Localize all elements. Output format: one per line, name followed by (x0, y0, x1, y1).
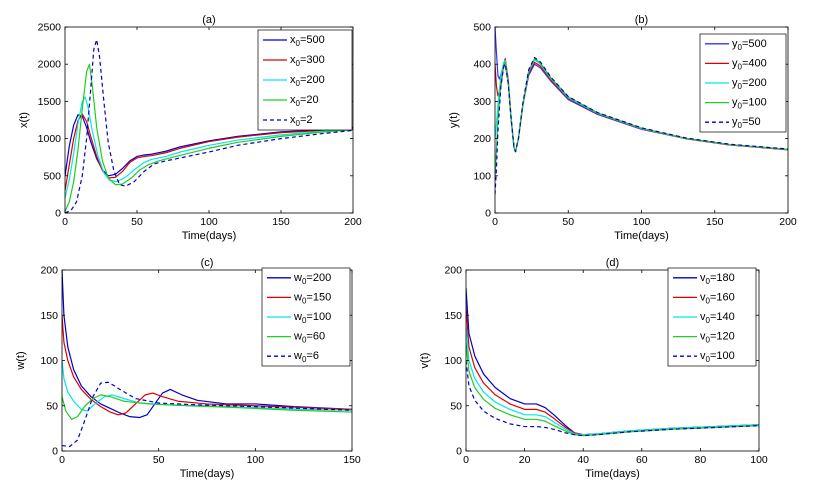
y-tick-label: 0 (52, 446, 58, 458)
series-line (466, 360, 759, 437)
x-tick-label: 50 (562, 216, 574, 228)
legend-label: v0=100 (700, 350, 735, 364)
y-tick-label: 500 (43, 170, 61, 182)
legend: w0=200 w0=150 w0=100 w0=60 w0=6 (261, 267, 351, 367)
chart-panel: (d) 0 20 40 60 80 100 0 50 100 150 200 Time(days) v(t… (419, 257, 768, 480)
y-tick-label: 200 (40, 265, 58, 277)
chart-title: (d) (606, 257, 619, 269)
legend-label: y0=50 (732, 116, 761, 130)
legend: x0=500 x0=300 x0=200 x0=20 x0=2 (257, 29, 353, 131)
series-line (65, 96, 353, 199)
y-tick-label: 100 (473, 170, 491, 182)
y-tick-label: 500 (473, 22, 491, 34)
chart-panel: (c) 0 50 100 150 0 50 100 150 200 Time(days) w(t) w0… (15, 257, 361, 480)
y-axis-label: x(t) (18, 112, 30, 128)
y-tick-label: 300 (473, 96, 491, 108)
series-line (65, 63, 353, 212)
legend-label: v0=120 (700, 331, 735, 345)
legend-label: y0=200 (732, 77, 767, 91)
series-line (62, 381, 352, 448)
y-tick-label: 0 (456, 446, 462, 458)
chart-title: (c) (201, 257, 214, 269)
legend-label: w0=100 (293, 311, 331, 325)
legend-label: v0=160 (700, 291, 735, 305)
y-axis-label: v(t) (419, 353, 431, 369)
chart-title: (a) (202, 14, 215, 26)
legend-label: v0=180 (700, 272, 735, 286)
legend-label: w0=150 (293, 291, 331, 305)
y-tick-label: 1000 (38, 133, 62, 145)
y-tick-label: 150 (444, 310, 462, 322)
y-tick-label: 200 (444, 265, 462, 277)
x-tick-label: 50 (153, 454, 165, 466)
y-tick-label: 400 (473, 59, 491, 71)
series-line (65, 113, 353, 191)
x-tick-label: 150 (706, 216, 724, 228)
legend-label: w0=60 (293, 331, 325, 345)
x-tick-label: 0 (62, 216, 68, 228)
legend-label: y0=400 (732, 57, 767, 71)
x-tick-label: 200 (344, 216, 362, 228)
x-tick-label: 100 (750, 454, 768, 466)
legend-label: w0=200 (293, 272, 331, 286)
x-tick-label: 150 (272, 216, 290, 228)
legend-label: x0=300 (290, 54, 325, 68)
x-axis-label: Time(days) (614, 230, 669, 242)
y-axis-label: w(t) (15, 351, 27, 370)
chart-panel: (a)0 50 100 150 20005001000150020002500Time(… (18, 14, 362, 242)
y-tick-label: 0 (485, 208, 491, 220)
y-tick-label: 200 (473, 133, 491, 145)
x-axis-label: Time(days) (182, 230, 237, 242)
legend-label: x0=20 (290, 94, 319, 108)
series-line (62, 315, 352, 416)
x-tick-label: 40 (577, 454, 589, 466)
x-tick-label: 100 (633, 216, 651, 228)
legend: v0=180 v0=160 v0=140 v0=120 v0=100 (667, 267, 757, 367)
x-tick-label: 0 (463, 454, 469, 466)
legend-label: w0=6 (293, 350, 319, 364)
chart-title: (b) (635, 14, 648, 26)
x-tick-label: 0 (492, 216, 498, 228)
x-tick-label: 150 (343, 454, 361, 466)
x-tick-label: 60 (636, 454, 648, 466)
x-axis-label: Time(days) (585, 468, 640, 480)
y-tick-label: 50 (46, 400, 58, 412)
legend-label: x0=200 (290, 74, 325, 88)
x-tick-label: 20 (519, 454, 531, 466)
legend-label: y0=500 (732, 38, 767, 52)
x-tick-label: 50 (131, 216, 143, 228)
y-tick-label: 100 (40, 355, 58, 367)
legend: y0=500 y0=400 y0=200 y0=100 y0=50 (699, 33, 787, 133)
x-tick-label: 0 (59, 454, 65, 466)
y-tick-label: 0 (55, 208, 61, 220)
legend-label: x0=2 (290, 114, 313, 128)
legend-label: v0=140 (700, 311, 735, 325)
x-tick-label: 80 (695, 454, 707, 466)
legend-label: x0=500 (290, 34, 325, 48)
y-tick-label: 2000 (38, 59, 62, 71)
y-tick-label: 150 (40, 310, 58, 322)
y-tick-label: 100 (444, 355, 462, 367)
series-line (62, 394, 352, 420)
x-tick-label: 100 (247, 454, 265, 466)
y-axis-label: y(t) (448, 112, 460, 128)
chart-panel: (b) 0 50 100 150 200 0 100 200 300 400 500 Time(days… (448, 14, 797, 242)
x-tick-label: 200 (779, 216, 797, 228)
series-line (62, 270, 352, 419)
series-line (466, 324, 759, 436)
y-tick-label: 1500 (38, 96, 62, 108)
x-tick-label: 100 (200, 216, 218, 228)
legend-label: y0=100 (732, 97, 767, 111)
y-tick-label: 50 (450, 400, 462, 412)
x-axis-label: Time(days) (180, 468, 235, 480)
y-tick-label: 2500 (38, 22, 62, 34)
